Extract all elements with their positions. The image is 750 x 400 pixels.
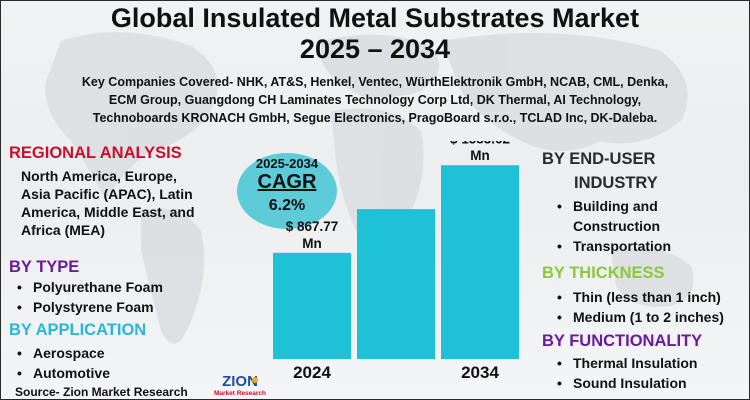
list-item: Building and [549,196,671,216]
cagr-badge: 2025-2034 CAGR 6.2% [237,153,337,229]
list-item: Thermal Insulation [549,353,697,373]
by-functionality-heading: BY FUNCTIONALITY [542,332,703,350]
list-item-continuation-text: Construction [573,218,661,234]
market-size-chart: $ 867.77 Mn 2024 $ 1583.62 Mn 2034 [273,141,519,381]
list-item: Automotive [9,363,110,383]
bar-data-label: $ 1583.62 [450,141,510,146]
cagr-label: CAGR [257,171,317,193]
list-item: Sound Insulation [549,373,697,393]
cagr-period: 2025-2034 [255,156,319,171]
end-user-heading: BY END-USER INDUSTRY [542,149,658,193]
region-line: America, Middle East, and [21,204,195,220]
by-type-heading: BY TYPE [9,258,80,276]
title-line-1: Global Insulated Metal Substrates Market [110,3,640,33]
regional-analysis-heading: REGIONAL ANALYSIS [9,144,182,162]
x-tick-label: 2034 [461,363,499,381]
by-type-list: Polyurethane Foam Polystyrene Foam [9,277,163,317]
list-item: Polyurethane Foam [9,277,163,297]
end-user-heading-line-2: INDUSTRY [574,174,658,192]
logo-sub: Market Research [214,390,266,397]
logo-name: ZION [222,373,258,390]
companies-line-3: Technoboards KRONACH GmbH, Segue Electro… [92,111,658,125]
region-line: North America, Europe, [21,168,177,184]
by-application-heading: BY APPLICATION [9,321,147,339]
region-line: Africa (MEA) [21,222,106,238]
bar-2034 [441,165,519,359]
list-item: Medium (1 to 2 inches) [549,307,724,327]
regional-analysis-text: North America, Europe, Asia Pacific (APA… [21,167,195,239]
end-user-heading-line-1: BY END-USER [542,150,656,168]
list-item-continuation: Construction [549,216,671,236]
title-line-2: 2025 – 2034 [299,34,451,64]
key-companies: Key Companies Covered- NHK, AT&S, Henkel… [21,73,729,127]
bar-mid [357,209,435,359]
bar-data-label: $ 867.77 [286,219,339,234]
list-item: Polystyrene Foam [9,297,163,317]
page-title: Global Insulated Metal Substrates Market… [1,3,749,65]
bar-data-label: Mn [302,236,322,251]
list-item: Thin (less than 1 inch) [549,287,724,307]
cagr-value: 6.2% [268,197,306,214]
bar-2024 [273,252,351,359]
end-user-list: Building and Construction Transportation [549,196,671,256]
source-note: Source- Zion Market Research [15,385,188,399]
bar-data-label: Mn [470,148,490,163]
by-functionality-list: Thermal Insulation Sound Insulation [549,353,697,393]
companies-line-2: ECM Group, Guangdong CH Laminates Techno… [108,93,642,107]
list-item: Transportation [549,236,671,256]
zion-logo: ZION Market Research [214,373,266,397]
by-application-list: Aerospace Automotive [9,343,110,383]
region-line: Asia Pacific (APAC), Latin [21,186,193,202]
companies-line-1: Key Companies Covered- NHK, AT&S, Henkel… [81,75,669,89]
by-thickness-list: Thin (less than 1 inch) Medium (1 to 2 i… [549,287,724,327]
by-thickness-heading: BY THICKNESS [542,264,665,282]
list-item: Aerospace [9,343,110,363]
x-tick-label: 2024 [293,363,331,381]
